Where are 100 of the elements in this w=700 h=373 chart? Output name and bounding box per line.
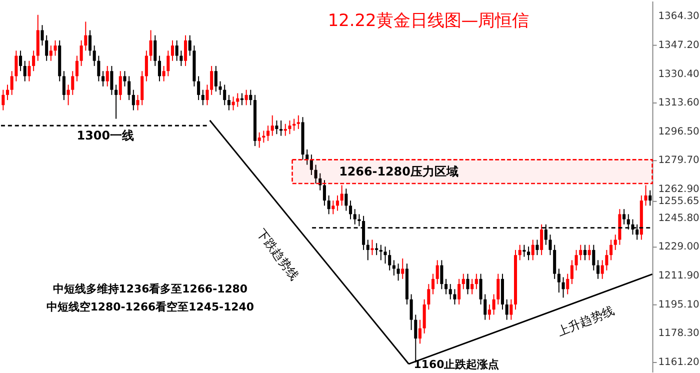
y-tick-label: 1279.70 bbox=[658, 155, 700, 166]
candlestick bbox=[388, 249, 392, 271]
candlestick bbox=[579, 244, 582, 261]
candlestick bbox=[23, 60, 26, 82]
candlestick bbox=[102, 70, 105, 87]
candlestick bbox=[366, 239, 370, 261]
candlestick bbox=[466, 273, 470, 295]
candlestick bbox=[588, 244, 591, 261]
candlestick bbox=[332, 200, 335, 215]
y-tick-label: 1178.30 bbox=[658, 328, 700, 339]
candlestick bbox=[218, 80, 222, 96]
candlestick bbox=[574, 249, 578, 271]
candlestick bbox=[92, 45, 96, 66]
candlestick bbox=[410, 294, 413, 331]
ref-line-label: 1300一线 bbox=[76, 128, 134, 143]
candlestick bbox=[488, 304, 491, 320]
candlestick bbox=[210, 65, 214, 96]
candlestick bbox=[453, 288, 456, 305]
y-tick-label: 1161.20 bbox=[658, 357, 700, 368]
candlestick bbox=[592, 244, 596, 271]
candlestick bbox=[6, 84, 10, 101]
candlestick bbox=[114, 84, 118, 120]
y-tick-label: 1245.80 bbox=[658, 212, 700, 224]
candlestick bbox=[322, 180, 326, 206]
candlestick bbox=[518, 244, 522, 261]
candlestick bbox=[128, 76, 131, 101]
candlestick bbox=[527, 246, 530, 261]
candlestick bbox=[270, 114, 274, 136]
y-tick-label: 1195.10 bbox=[658, 299, 700, 310]
candlestick bbox=[474, 273, 478, 290]
candlestick bbox=[422, 298, 426, 334]
candlestick bbox=[188, 34, 192, 56]
candlestick bbox=[548, 234, 552, 256]
candlestick bbox=[62, 70, 66, 101]
candlestick bbox=[80, 40, 83, 66]
candlestick bbox=[540, 224, 544, 256]
candlestick bbox=[136, 94, 140, 111]
band-label: 1266-1280压力区域 bbox=[339, 164, 458, 179]
y-tick-label: 1330.40 bbox=[658, 68, 700, 80]
candlestick bbox=[306, 148, 309, 166]
y-tick-label: 1347.20 bbox=[658, 40, 700, 52]
candlestick bbox=[266, 125, 270, 142]
candlestick bbox=[470, 278, 474, 295]
candlestick bbox=[458, 278, 461, 305]
candlestick bbox=[149, 30, 152, 62]
candlestick bbox=[436, 260, 439, 285]
candlestick bbox=[154, 34, 157, 66]
candlestick bbox=[431, 273, 435, 295]
candlestick bbox=[484, 294, 487, 320]
candlestick bbox=[336, 194, 340, 212]
y-tick-label: 1296.50 bbox=[658, 126, 700, 138]
candlestick bbox=[227, 94, 230, 111]
candlestick bbox=[444, 278, 448, 295]
candlestick bbox=[614, 234, 617, 250]
candlestick bbox=[123, 70, 126, 87]
candlestick bbox=[583, 244, 586, 261]
candlestick bbox=[180, 50, 183, 66]
candlestick bbox=[448, 284, 452, 300]
y-tick-label: 1364.30 bbox=[658, 11, 700, 22]
candlestick bbox=[2, 89, 5, 111]
candlestick bbox=[40, 24, 44, 46]
candlestick bbox=[10, 70, 14, 96]
candlestick bbox=[648, 190, 652, 206]
candlestick bbox=[610, 239, 613, 261]
candlestick bbox=[644, 184, 648, 206]
candlestick bbox=[310, 154, 313, 176]
candlestick bbox=[132, 89, 135, 111]
candlestick bbox=[158, 55, 161, 82]
candlestick bbox=[84, 21, 88, 52]
candlestick bbox=[462, 273, 465, 290]
candlestick bbox=[197, 76, 200, 101]
candlestick bbox=[110, 65, 114, 96]
candlestick bbox=[344, 188, 348, 212]
candlestick bbox=[32, 50, 36, 72]
candlestick bbox=[166, 50, 170, 77]
candlestick bbox=[288, 120, 292, 135]
candlestick bbox=[314, 164, 318, 184]
candlestick bbox=[118, 70, 122, 101]
candlestick bbox=[557, 268, 560, 294]
candlestick bbox=[622, 208, 626, 225]
y-tick-label: 1255.65 bbox=[658, 196, 700, 208]
candlestick bbox=[223, 84, 226, 106]
candlestick bbox=[162, 65, 166, 82]
candlestick bbox=[75, 55, 78, 82]
candlestick bbox=[570, 260, 574, 285]
candlestick bbox=[97, 55, 100, 82]
candlestick bbox=[418, 319, 422, 344]
candlestick bbox=[201, 89, 204, 106]
candlestick bbox=[54, 40, 57, 56]
annotation: 中短线多维持1236看多至1266-1280 bbox=[52, 282, 248, 296]
candlestick bbox=[327, 194, 330, 215]
candlestick bbox=[510, 298, 513, 320]
candlestick bbox=[206, 84, 209, 106]
candlestick bbox=[492, 294, 496, 316]
candlestick bbox=[553, 244, 556, 280]
candlestick bbox=[66, 84, 70, 106]
annotation: 上升趋势线 bbox=[555, 303, 616, 339]
y-tick-label: 1262.90 bbox=[658, 184, 700, 195]
y-tick-label: 1313.60 bbox=[658, 97, 700, 108]
candlestick bbox=[88, 30, 92, 56]
